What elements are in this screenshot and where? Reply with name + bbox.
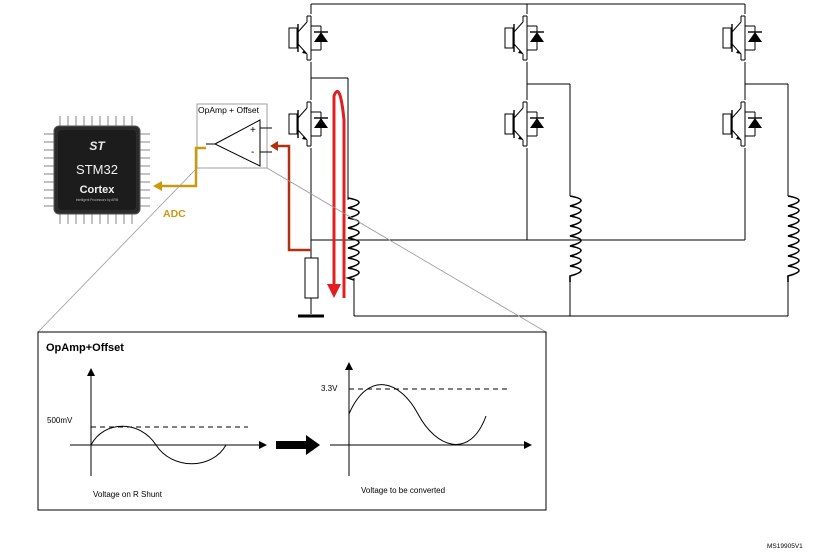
- power-bridge: [298, 3, 789, 318]
- igbt-high-v: [504, 15, 545, 61]
- opamp-minus: -: [251, 147, 254, 158]
- current-path-arrow: [332, 90, 346, 298]
- mcu-core: Cortex: [80, 184, 116, 196]
- igbt-high-u: [288, 15, 329, 61]
- feedback-wire: [278, 144, 311, 252]
- opamp-block: OpAmp + Offset + -: [196, 103, 272, 169]
- inset-title: OpAmp+Offset: [46, 342, 124, 354]
- left-graph: 500mV Voltage on R Shunt: [47, 368, 267, 499]
- document-id: MS19905V1: [767, 543, 803, 550]
- winding-w: [787, 195, 800, 282]
- shunt-resistor: [304, 257, 319, 299]
- left-caption: Voltage on R Shunt: [93, 490, 163, 499]
- inset-panel: OpAmp+Offset 500mV Voltage on R Shunt 3.…: [37, 331, 547, 511]
- opamp-symbol: [213, 119, 261, 167]
- opamp-plus: +: [250, 125, 256, 136]
- right-graph: 3.3V Voltage to be converted: [321, 362, 532, 495]
- left-level-label: 500mV: [47, 416, 73, 425]
- right-caption: Voltage to be converted: [361, 486, 445, 495]
- igbt-high-w: [722, 15, 763, 61]
- mcu-tagline: Intelligent Processors by ARM: [76, 198, 119, 202]
- winding-v: [569, 195, 582, 282]
- adc-label: ADC: [163, 208, 186, 220]
- stm32-chip: ST STM32 Cortex Intelligent Processors b…: [44, 116, 150, 224]
- opamp-block-title: OpAmp + Offset: [198, 105, 260, 115]
- st-logo: ST: [89, 139, 106, 153]
- winding-u: [345, 197, 360, 281]
- zoom-line-right: [266, 167, 547, 333]
- zoom-line-left: [37, 167, 198, 333]
- conversion-arrow: [276, 435, 320, 455]
- right-level-label: 3.3V: [321, 384, 338, 393]
- igbt-low-u: [288, 101, 329, 147]
- mcu-brand: STM32: [76, 162, 118, 177]
- igbt-low-w: [722, 101, 763, 147]
- igbt-low-v: [504, 101, 545, 147]
